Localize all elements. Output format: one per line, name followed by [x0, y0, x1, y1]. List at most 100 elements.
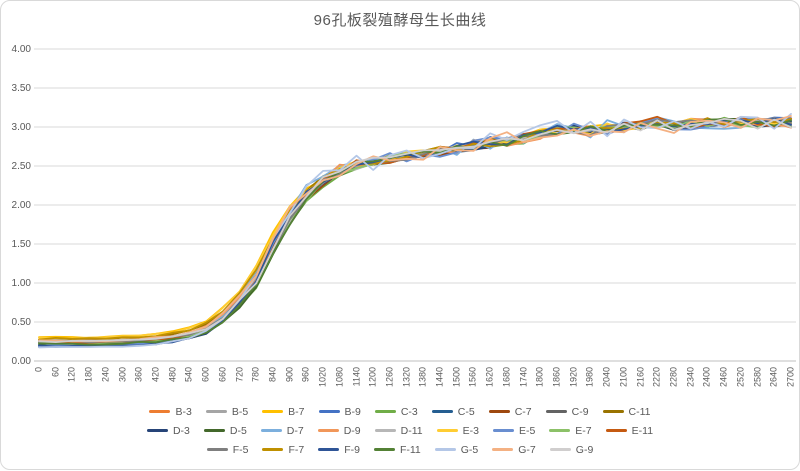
- legend-item-F-7[interactable]: F-7: [255, 444, 311, 456]
- legend-line-swatch: [605, 429, 627, 432]
- legend-item-D-7[interactable]: D-7: [254, 425, 311, 437]
- y-axis-label: 2.50: [11, 161, 31, 172]
- legend-row: D-3 D-5 D-7 D-9 D-11 E-3 E-5 E-7 E-11: [1, 421, 799, 440]
- legend-line-swatch: [373, 448, 395, 451]
- legend-label: B-5: [231, 405, 249, 418]
- x-axis-label: 540: [183, 367, 194, 383]
- x-axis-label: 1800: [534, 367, 545, 388]
- legend-line-swatch: [549, 448, 571, 451]
- x-axis-label: 2340: [685, 367, 696, 388]
- legend-item-F-5[interactable]: F-5: [200, 444, 256, 456]
- legend-item-D-9[interactable]: D-9: [311, 425, 368, 437]
- y-axis-label: 1.50: [11, 239, 31, 250]
- x-axis-label: 420: [150, 367, 161, 383]
- legend-item-B-5[interactable]: B-5: [199, 406, 255, 418]
- y-axis-label: 3.00: [11, 122, 31, 133]
- legend-line-swatch: [549, 429, 571, 432]
- x-axis-label: 1680: [501, 367, 512, 388]
- x-axis-label: 1380: [417, 367, 428, 388]
- legend-line-swatch: [434, 448, 456, 451]
- legend-item-G-9[interactable]: G-9: [543, 444, 601, 456]
- x-axis-label: 2040: [601, 367, 612, 388]
- legend-item-E-7[interactable]: E-7: [542, 425, 598, 437]
- x-axis-label: 1980: [584, 367, 595, 388]
- legend-row: B-3 B-5 B-7 B-9 C-3 C-5 C-7 C-9 C-11: [1, 402, 799, 421]
- x-axis-label: 960: [300, 367, 311, 383]
- x-axis-label: 1440: [434, 367, 445, 388]
- legend-item-C-5[interactable]: C-5: [425, 406, 482, 418]
- x-axis-label: 300: [117, 367, 128, 383]
- series-line-F-11[interactable]: [38, 118, 792, 346]
- legend-item-C-7[interactable]: C-7: [482, 406, 539, 418]
- legend-label: C-3: [400, 405, 418, 418]
- legend-line-swatch: [262, 448, 284, 451]
- legend-line-swatch: [149, 410, 171, 413]
- legend-label: C-11: [628, 405, 651, 418]
- legend-item-G-7[interactable]: G-7: [485, 444, 543, 456]
- legend-item-D-11[interactable]: D-11: [368, 425, 430, 437]
- legend-item-B-7[interactable]: B-7: [255, 406, 311, 418]
- legend-label: G-9: [575, 443, 594, 456]
- x-axis-label: 2700: [785, 367, 796, 388]
- legend-line-swatch: [205, 410, 227, 413]
- legend-label: B-3: [175, 405, 192, 418]
- legend-item-C-11[interactable]: C-11: [596, 406, 658, 418]
- legend-line-swatch: [318, 448, 340, 451]
- legend-label: G-7: [518, 443, 536, 456]
- x-axis-label: 240: [100, 367, 111, 383]
- x-axis-label: 1140: [351, 367, 361, 387]
- x-axis-label: 60: [50, 367, 61, 378]
- legend-line-swatch: [260, 429, 282, 432]
- legend-label: G-5: [460, 443, 479, 456]
- x-axis-label: 600: [200, 367, 211, 383]
- series-line-G-5[interactable]: [38, 113, 792, 349]
- x-axis-label: 1020: [317, 367, 328, 388]
- x-axis-label: 1560: [467, 367, 478, 388]
- y-axis-label: 1.00: [11, 278, 31, 289]
- legend-line-swatch: [436, 429, 458, 432]
- legend-line-swatch: [492, 448, 514, 451]
- legend-item-B-3[interactable]: B-3: [142, 406, 198, 418]
- legend-label: B-7: [288, 405, 305, 418]
- x-axis-label: 2400: [701, 367, 712, 388]
- legend-label: D-11: [400, 424, 423, 437]
- x-axis-label: 1320: [401, 367, 412, 388]
- legend-label: D-3: [172, 424, 190, 437]
- legend-item-C-3[interactable]: C-3: [368, 406, 425, 418]
- legend-item-D-3[interactable]: D-3: [140, 425, 197, 437]
- series-line-G-7[interactable]: [38, 115, 792, 343]
- x-axis-label: 0: [33, 367, 44, 373]
- series-line-G-9[interactable]: [38, 118, 792, 343]
- legend-label: C-7: [514, 405, 532, 418]
- y-axis-label: 2.00: [11, 200, 31, 211]
- x-axis-label: 2100: [618, 367, 629, 388]
- legend-item-D-5[interactable]: D-5: [197, 425, 254, 437]
- legend-label: D-5: [229, 424, 247, 437]
- x-axis-label: 780: [250, 367, 261, 383]
- x-axis-label: 2460: [718, 367, 729, 388]
- legend-line-swatch: [431, 410, 453, 413]
- legend-row: F-5 F-7 F-9 F-11 G-5 G-7 G-9: [1, 440, 799, 459]
- legend-line-swatch: [374, 410, 396, 413]
- legend-label: F-9: [344, 443, 360, 456]
- legend-item-C-9[interactable]: C-9: [539, 406, 596, 418]
- x-axis-label: 360: [133, 367, 144, 383]
- legend-item-E-5[interactable]: E-5: [486, 425, 542, 437]
- x-axis-label: 720: [234, 367, 245, 383]
- x-axis-label: 1620: [484, 367, 495, 388]
- x-axis-label: 2220: [651, 367, 662, 388]
- legend-item-G-5[interactable]: G-5: [428, 444, 486, 456]
- legend-line-swatch: [545, 410, 567, 413]
- x-axis-label: 1200: [367, 367, 378, 388]
- legend-item-F-9[interactable]: F-9: [311, 444, 367, 456]
- legend-label: E-7: [575, 424, 592, 437]
- legend-item-E-3[interactable]: E-3: [430, 425, 486, 437]
- x-axis-label: 2580: [752, 367, 763, 388]
- x-axis-label: 1920: [568, 367, 579, 388]
- legend-item-E-11[interactable]: E-11: [599, 425, 660, 437]
- legend-item-F-11[interactable]: F-11: [367, 444, 428, 456]
- x-axis-label: 900: [284, 367, 295, 383]
- legend-item-B-9[interactable]: B-9: [312, 406, 368, 418]
